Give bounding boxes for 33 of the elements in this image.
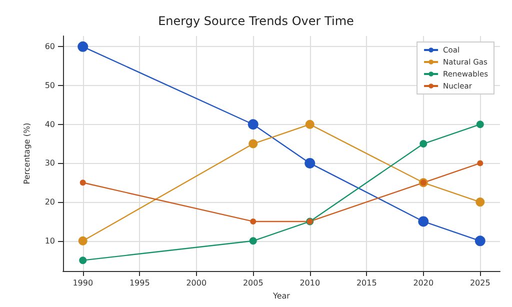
x-tick-label: 2025 xyxy=(470,278,490,288)
y-tick-label: 20 xyxy=(44,198,55,207)
point xyxy=(474,236,486,246)
point xyxy=(476,198,485,207)
y-tick-label: 50 xyxy=(44,81,55,90)
point xyxy=(418,216,429,227)
y-tick-label: 30 xyxy=(44,158,55,168)
x-tick-label: 2005 xyxy=(242,278,264,288)
chart-title: Energy Source Trends Over Time xyxy=(158,14,354,28)
x-tick-label: 2010 xyxy=(300,278,320,288)
y-tick-label: 10 xyxy=(44,236,55,246)
point xyxy=(476,120,484,128)
point xyxy=(304,158,316,168)
x-tick-label: 1990 xyxy=(72,278,94,288)
point xyxy=(78,41,88,52)
x-axis-title: Year xyxy=(272,291,291,300)
point xyxy=(80,180,86,186)
y-axis-title: Percentage (%) xyxy=(22,122,32,184)
x-tick-label: 1995 xyxy=(129,278,150,288)
point xyxy=(420,140,428,148)
x-tick-label: 2015 xyxy=(356,278,377,288)
point xyxy=(79,256,87,264)
point xyxy=(305,120,314,129)
point xyxy=(477,160,484,166)
y-tick-label: 60 xyxy=(44,42,55,52)
y-tick-label: 40 xyxy=(44,120,55,129)
point xyxy=(248,119,258,130)
point xyxy=(249,237,257,245)
point xyxy=(250,218,256,224)
x-tick-label: 2020 xyxy=(413,278,434,288)
x-tick-label: 2000 xyxy=(186,278,207,288)
point xyxy=(78,236,88,246)
point xyxy=(248,139,258,148)
